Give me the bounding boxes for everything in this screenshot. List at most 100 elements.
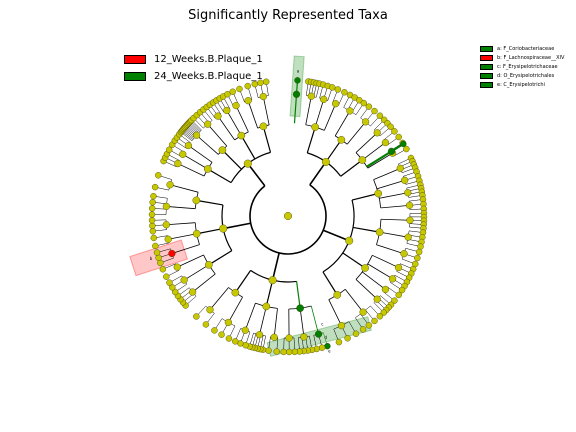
- tree-branch: [183, 264, 210, 281]
- tree-node: [358, 156, 367, 164]
- tree-branch: [228, 296, 243, 323]
- tree-branch: [234, 270, 252, 293]
- tree-node: [162, 202, 170, 211]
- clade-letter: d: [325, 335, 328, 340]
- tree-branch: [209, 287, 229, 311]
- clade-legend-label-c: c: F_Erysipelotrichaceae: [497, 63, 558, 70]
- tree-node: [341, 89, 348, 96]
- tree-branch: [188, 145, 213, 163]
- tree-node: [321, 157, 330, 166]
- tree-node: [162, 221, 170, 229]
- tree-branch: [325, 139, 342, 163]
- tree-node: [205, 261, 213, 269]
- tree-node: [360, 99, 367, 107]
- tree-node: [171, 288, 179, 296]
- tree-node: [236, 85, 243, 93]
- tree-node: [149, 222, 156, 229]
- tree-node: [387, 123, 394, 130]
- tree-node: [403, 145, 410, 153]
- tree-branch: [379, 192, 408, 199]
- tree-node: [285, 334, 293, 342]
- tree-branch: [207, 168, 232, 184]
- tree-node: [163, 273, 170, 280]
- tree-node: [150, 192, 157, 200]
- tree-branch: [351, 192, 379, 201]
- tree-node: [300, 333, 308, 341]
- tree-node: [168, 249, 176, 258]
- tree-branch: [362, 271, 386, 290]
- tree-node: [359, 308, 367, 316]
- tree-node: [218, 331, 225, 338]
- tree-branch: [182, 153, 208, 170]
- tree-node: [371, 317, 378, 325]
- tree-node: [406, 216, 414, 224]
- tree-node: [345, 236, 354, 245]
- tree-node: [262, 78, 270, 85]
- tree-node: [376, 313, 384, 320]
- tree-node: [284, 211, 293, 220]
- tree-node: [404, 189, 412, 197]
- clade-letter-a: a: [297, 68, 300, 73]
- clade-legend-item: b: F_Lachnospiraceae__XIV: [480, 53, 564, 62]
- tree-node: [376, 112, 384, 119]
- tree-node: [380, 309, 387, 316]
- tree-branch: [310, 305, 319, 335]
- tree-node: [225, 335, 233, 342]
- tree-branch: [166, 206, 196, 210]
- tree-node: [352, 330, 360, 337]
- tree-node: [387, 147, 396, 155]
- tree-node: [359, 326, 367, 333]
- tree-node: [155, 172, 162, 179]
- tree-node: [152, 242, 159, 250]
- tree-branch: [367, 263, 393, 280]
- tree-branch: [306, 126, 316, 154]
- tree-node: [159, 266, 167, 273]
- tree-node: [337, 136, 346, 144]
- tree-arc: [249, 184, 327, 255]
- tree-branch: [373, 167, 401, 181]
- tree-branch: [293, 80, 299, 124]
- tree-node: [151, 183, 159, 191]
- tree-node: [255, 331, 264, 339]
- tree-branch: [355, 279, 378, 300]
- tree-node: [164, 235, 172, 243]
- tree-branch: [259, 306, 267, 335]
- clade-legend-swatch-e: [480, 81, 493, 88]
- tree-node: [218, 146, 227, 154]
- tree-node: [285, 348, 293, 356]
- tree-branch: [372, 254, 399, 268]
- tree-node: [193, 313, 200, 320]
- clade-legend: a: F_Coriobacteriaceae b: F_Lachnospirac…: [480, 44, 564, 89]
- tree-node: [365, 103, 373, 110]
- tree-branch: [168, 233, 197, 240]
- clade-legend-item: a: F_Coriobacteriaceae: [480, 44, 564, 53]
- tree-node: [223, 106, 231, 115]
- tree-branch: [271, 252, 280, 281]
- tree-node: [265, 347, 272, 354]
- clade-legend-swatch-b: [480, 54, 493, 61]
- tree-node: [224, 318, 232, 327]
- tree-branch: [196, 228, 224, 235]
- tree-branch: [379, 231, 409, 238]
- tree-node: [202, 321, 210, 328]
- tree-node: [365, 322, 373, 329]
- tree-node: [237, 131, 246, 140]
- tree-branch: [323, 103, 337, 131]
- tree-branch: [344, 289, 364, 313]
- tree-node: [291, 348, 298, 356]
- tree-branch: [299, 308, 305, 338]
- tree-branch: [352, 226, 380, 233]
- tree-node: [332, 100, 340, 108]
- tree-node: [346, 107, 354, 115]
- tree-node: [335, 338, 343, 346]
- tree-branch: [166, 222, 196, 226]
- clade-legend-item: d: O_Erysipelotrichales: [480, 71, 564, 80]
- tree-node: [211, 327, 218, 334]
- tree-node: [373, 295, 381, 303]
- tree-node: [166, 279, 173, 286]
- tree-node: [148, 211, 156, 218]
- tree-node: [401, 176, 409, 184]
- tree-node: [189, 288, 197, 296]
- tree-node: [296, 304, 304, 313]
- tree-node: [231, 288, 240, 297]
